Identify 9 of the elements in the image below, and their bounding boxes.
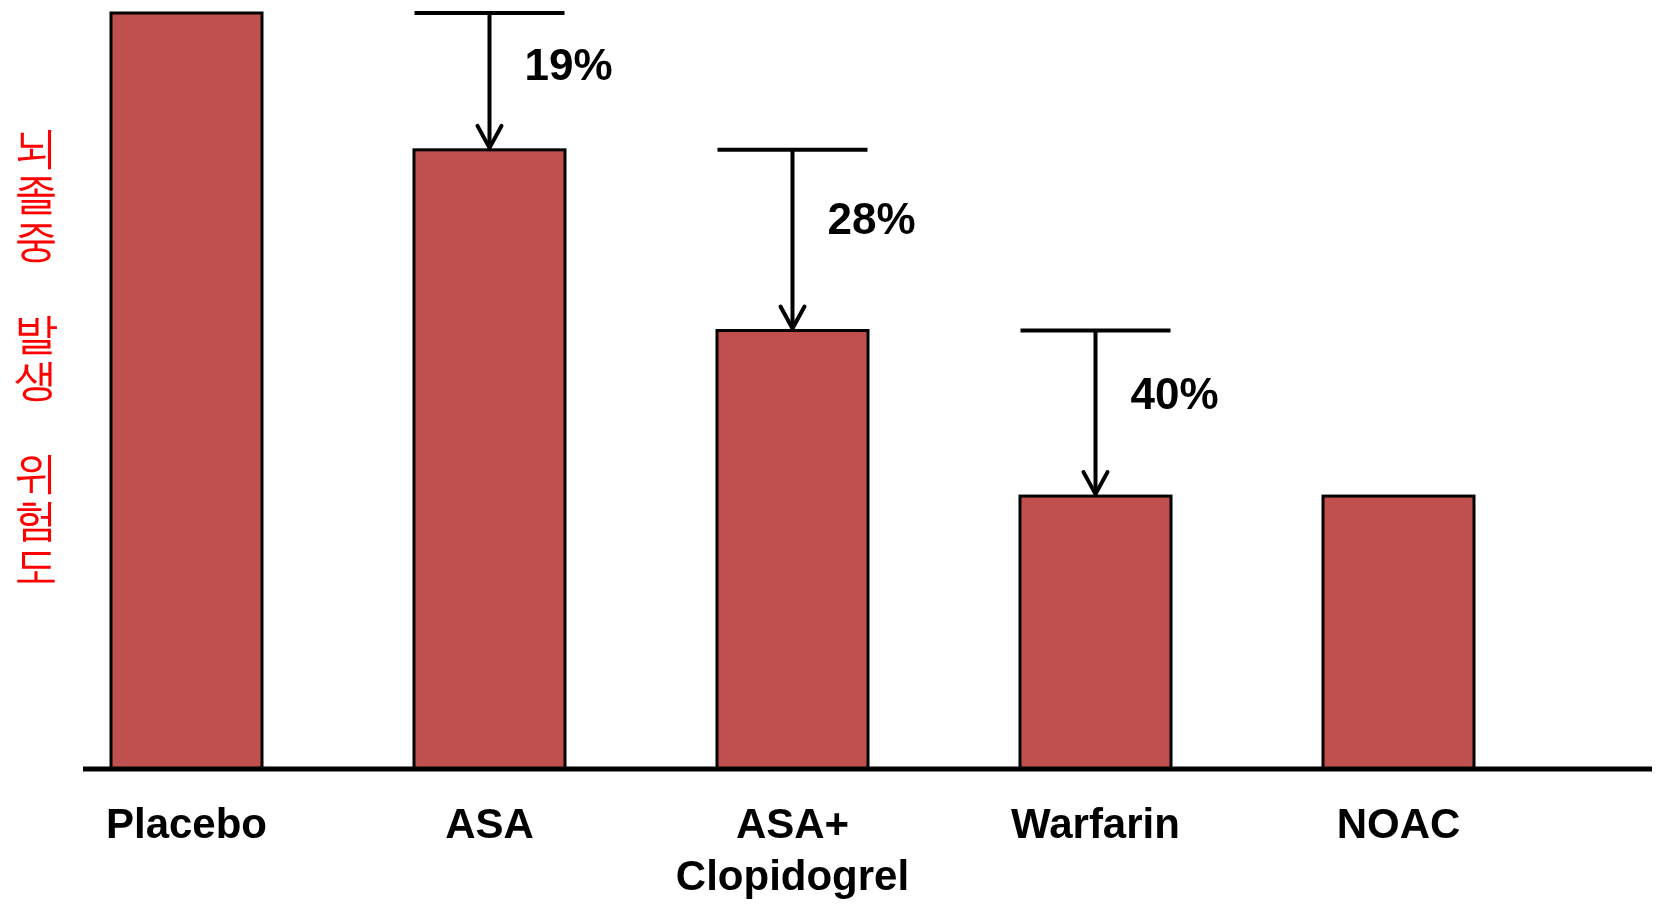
x-tick-label: Placebo <box>105 800 268 847</box>
x-tick-label: ASA <box>445 800 534 847</box>
annotation: 40% <box>1130 368 1219 418</box>
annotation: 28% <box>827 194 916 244</box>
annotation: 19% <box>524 39 613 89</box>
y-axis-title: 뇌졸중 발생 위험도 <box>14 122 58 591</box>
x-tick-label: NOAC <box>1336 800 1461 847</box>
x-tick-label: Warfarin <box>1011 800 1180 847</box>
x-tick-label: ASA+ Clopidogrel <box>675 800 910 899</box>
